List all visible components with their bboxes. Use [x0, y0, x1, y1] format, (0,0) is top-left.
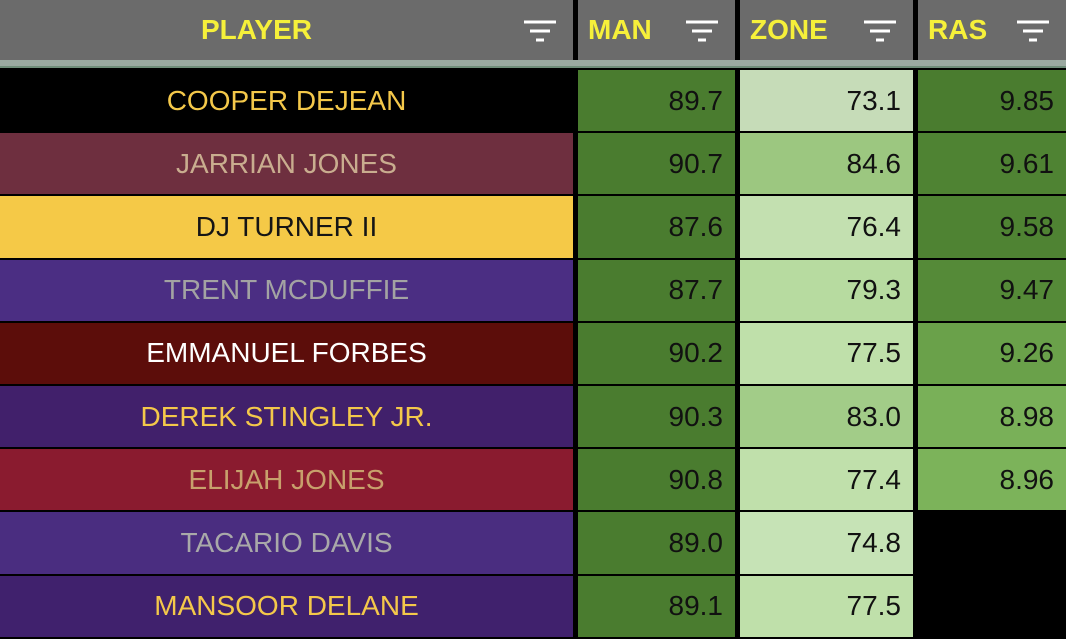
ras-score: 9.58: [918, 196, 1066, 258]
man-score: 90.8: [578, 449, 735, 511]
zone-score: 73.1: [740, 70, 913, 132]
player-name: COOPER DEJEAN: [0, 70, 573, 132]
column-header[interactable]: ZONE: [740, 0, 913, 60]
man-score: 90.3: [578, 386, 735, 448]
zone-score: 83.0: [740, 386, 913, 448]
zone-score: 84.6: [740, 133, 913, 195]
ras-score: 9.47: [918, 259, 1066, 321]
ras-score: 9.85: [918, 70, 1066, 132]
ras-score: 9.61: [918, 133, 1066, 195]
player-name: MANSOOR DELANE: [0, 575, 573, 637]
filter-icon[interactable]: [863, 18, 897, 44]
man-score: 89.1: [578, 575, 735, 637]
ras-score: 9.26: [918, 322, 1066, 384]
player-name: JARRIAN JONES: [0, 133, 573, 195]
man-score: 87.6: [578, 196, 735, 258]
player-name: TRENT MCDUFFIE: [0, 259, 573, 321]
man-score: 89.7: [578, 70, 735, 132]
player-name: TACARIO DAVIS: [0, 512, 573, 574]
player-name: DJ TURNER II: [0, 196, 573, 258]
column-header[interactable]: PLAYER: [0, 0, 573, 60]
zone-score: 77.4: [740, 449, 913, 511]
ras-score: 8.96: [918, 449, 1066, 511]
man-score: 89.0: [578, 512, 735, 574]
zone-score: 77.5: [740, 575, 913, 637]
zone-score: 76.4: [740, 196, 913, 258]
zone-score: 77.5: [740, 322, 913, 384]
filter-icon[interactable]: [523, 18, 557, 44]
man-score: 87.7: [578, 259, 735, 321]
filter-icon[interactable]: [1016, 18, 1050, 44]
filter-icon[interactable]: [685, 18, 719, 44]
man-score: 90.2: [578, 322, 735, 384]
zone-score: 79.3: [740, 259, 913, 321]
player-name: EMMANUEL FORBES: [0, 322, 573, 384]
player-name: DEREK STINGLEY JR.: [0, 386, 573, 448]
player-name: ELIJAH JONES: [0, 449, 573, 511]
man-score: 90.7: [578, 133, 735, 195]
ras-score: 8.98: [918, 386, 1066, 448]
header-divider: [0, 60, 1066, 68]
zone-score: 74.8: [740, 512, 913, 574]
